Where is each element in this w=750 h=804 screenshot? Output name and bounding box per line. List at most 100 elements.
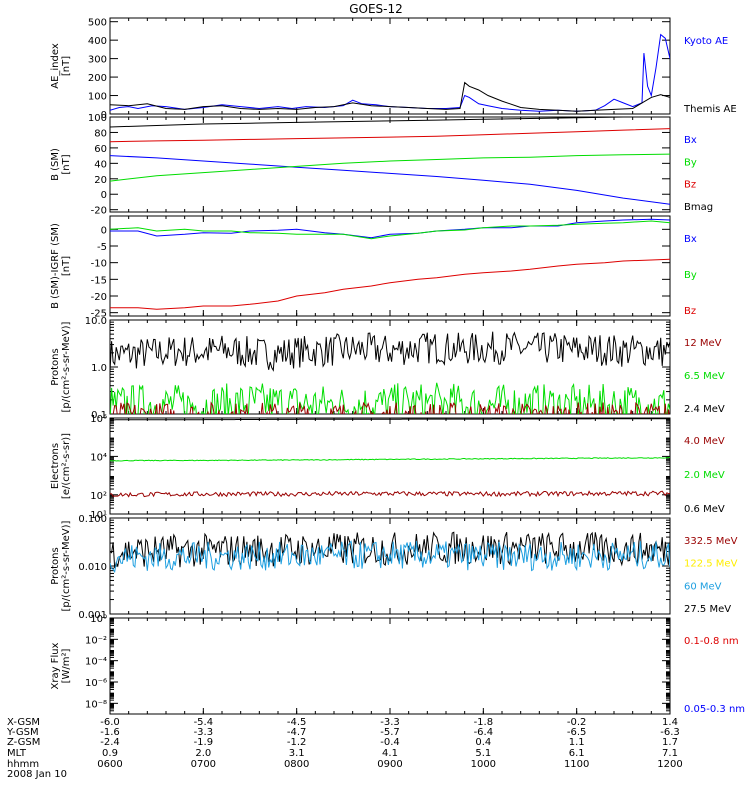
legend-entry: 2.4 MeV: [684, 404, 725, 415]
series-group: [110, 218, 670, 310]
legend-entry: 0.1-0.8 nm: [684, 636, 739, 647]
y-axis-label: [nT]: [61, 256, 72, 276]
panel-frame: [109, 17, 671, 115]
legend-entry: Bz: [684, 306, 696, 317]
legend-entry: Themis AE: [683, 104, 737, 115]
x-row-label: X-GSM: [7, 717, 40, 728]
y-axis-label: [p/(cm²-s-sr-MeV)]: [61, 321, 72, 412]
x-row-value: 1100: [564, 759, 589, 770]
series-line-60-mev: [110, 540, 670, 574]
plot-title: GOES-12: [349, 2, 403, 16]
y-tick-label: 10⁴: [90, 452, 107, 463]
y-axis-label: AE_index: [50, 43, 61, 89]
x-row-value: -1.8: [474, 717, 494, 728]
y-tick-label: -20: [91, 292, 107, 303]
y-tick-label: 10⁻⁸: [85, 699, 107, 710]
legend-entry: Bmag: [684, 202, 713, 213]
series-line-bx: [110, 218, 670, 239]
y-axis-label: [e/(cm²-s-sr)]: [61, 433, 72, 499]
series-group: [110, 418, 670, 498]
legend-entry: Bx: [684, 234, 697, 245]
x-row-value: 0700: [191, 759, 216, 770]
x-row-value: 6.1: [569, 748, 585, 759]
legend-entry: 332.5 MeV: [684, 536, 738, 547]
y-tick-label: 60: [94, 144, 107, 155]
x-row-value: -0.2: [567, 717, 587, 728]
y-tick-label: 10⁻⁴: [85, 657, 107, 668]
y-tick-label: 10⁶: [90, 414, 107, 425]
y-axis-label: [W/m²]: [61, 648, 72, 683]
series-line-bz: [110, 258, 670, 310]
y-axis-label: [p/(cm²-s-sr-MeV)]: [61, 520, 72, 611]
legend-entry: 27.5 MeV: [684, 604, 731, 615]
x-row-value: 7.1: [662, 748, 678, 759]
y-tick-label: -20: [91, 206, 107, 217]
legend-entry: 2.0 MeV: [684, 470, 725, 481]
x-row-value: 0.9: [102, 748, 118, 759]
panel-bigrf: -25 -20 -15 -10 -5 0 B (SM)-IGRF (SM) [nT] Bx By B…: [50, 215, 697, 320]
y-tick-label: 10²: [90, 491, 107, 502]
y-tick-label: 0.1: [91, 410, 107, 421]
legend-entry: Kyoto AE: [684, 36, 728, 47]
y-axis-label: Xray Flux: [50, 642, 61, 689]
series-group: [110, 531, 670, 574]
y-tick-label: 500: [88, 18, 107, 29]
x-row-value: 0.4: [475, 737, 491, 748]
x-row-value: 5.1: [475, 748, 491, 759]
series-group: [110, 117, 670, 205]
legend-entry: By: [684, 270, 697, 281]
y-tick-label: 0.100: [78, 514, 107, 525]
series-line-bz: [110, 128, 670, 143]
y-tick-label: 200: [88, 73, 107, 84]
y-tick-label: 80: [94, 128, 107, 139]
series-line-bmag: [110, 117, 653, 128]
series-group: [110, 331, 670, 414]
legend-entry: Bz: [684, 180, 696, 191]
panel-electrons: 10¹ 10² 10⁴ 10⁶ Electrons [e/(cm²-s-sr)] 4.0 M…: [50, 414, 725, 521]
legend-entry: 4.0 MeV: [684, 436, 725, 447]
x-row-value: -5.7: [380, 727, 400, 738]
y-tick-label: 0.010: [78, 562, 107, 573]
x-row-value: -1.6: [100, 727, 120, 738]
y-tick-label: 0: [101, 225, 107, 236]
x-row-value: 4.1: [382, 748, 398, 759]
y-tick-label: 0: [101, 110, 107, 121]
x-row-value: 3.1: [289, 748, 305, 759]
series-line-by: [110, 220, 670, 240]
series-line-kyoto-ae: [110, 33, 670, 112]
series-line-0-6-mev: [110, 418, 670, 421]
y-axis-label: B (SM)-IGRF (SM): [50, 223, 61, 309]
series-line-6-5-mev: [110, 382, 670, 414]
legend-entry: Bx: [684, 135, 697, 146]
legend-entry: 12 MeV: [684, 338, 722, 349]
x-row-value: 1000: [471, 759, 496, 770]
series-line-12-mev: [110, 401, 670, 414]
series-line-27-5-mev: [110, 531, 670, 569]
x-row-value: 1200: [657, 759, 682, 770]
x-row-value: 1.7: [662, 737, 678, 748]
x-row-value: -6.3: [660, 727, 680, 738]
panel-xray: 10⁰ 10⁻² 10⁻⁴ 10⁻⁶ 10⁻⁸ Xray Flux [W/m²] 0.1-0.…: [50, 614, 745, 715]
x-row-value: 0800: [284, 759, 309, 770]
series-line-by: [110, 153, 670, 182]
y-tick-label: 10⁻⁶: [85, 678, 107, 689]
y-tick-label: 1.0: [91, 363, 107, 374]
x-row-value: 1.4: [662, 717, 678, 728]
x-row-value: -4.5: [287, 717, 307, 728]
legend-entry: 6.5 MeV: [684, 371, 725, 382]
y-tick-label: -10: [91, 259, 107, 270]
series-line-themis-ae: [110, 81, 670, 112]
x-row-label: Y-GSM: [6, 727, 39, 738]
x-row-value: 1.1: [569, 737, 585, 748]
panel-frame: [109, 215, 671, 317]
y-tick-label: 40: [94, 159, 107, 170]
x-row-value: -4.7: [287, 727, 307, 738]
series-line-4-0-mev: [110, 490, 670, 498]
x-row-value: -5.4: [194, 717, 214, 728]
x-row-value: 2.0: [195, 748, 211, 759]
x-row-value: -1.2: [287, 737, 307, 748]
y-tick-label: 100: [88, 113, 107, 124]
y-tick-label: 0: [101, 190, 107, 201]
